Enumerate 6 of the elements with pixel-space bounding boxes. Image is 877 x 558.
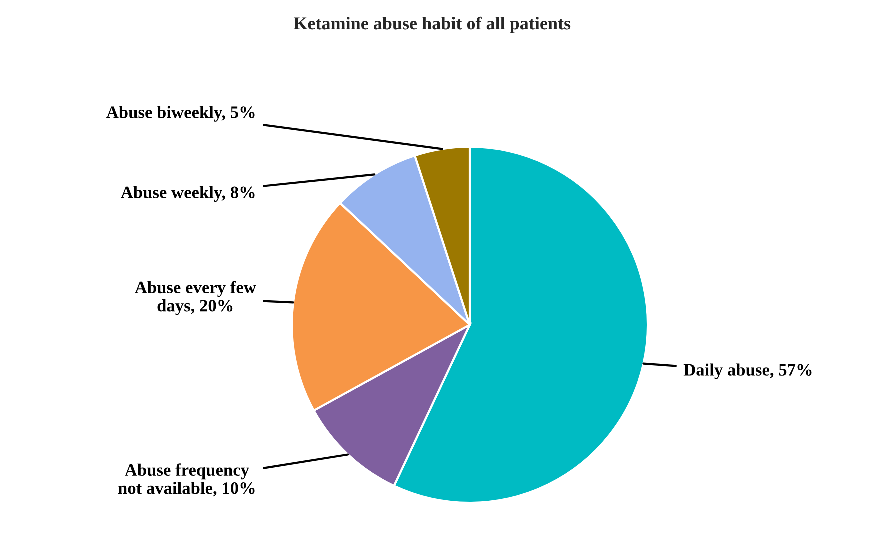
slice-label: Abuse biweekly, 5%: [106, 106, 255, 122]
slice-label: Abuse weekly, 8%: [121, 186, 255, 202]
slice-label: Daily abuse, 57%: [684, 364, 812, 380]
slice-label: Abuse every few days, 20%: [135, 281, 256, 316]
slice-label: Abuse frequency not available, 10%: [118, 464, 255, 497]
chart-title: Ketamine abuse habit of all patients: [294, 16, 571, 34]
